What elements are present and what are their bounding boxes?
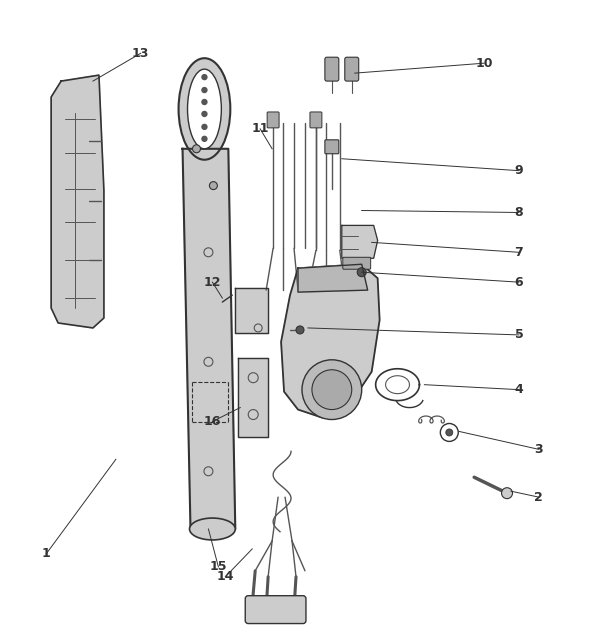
Circle shape — [302, 360, 362, 420]
Circle shape — [296, 326, 304, 334]
Polygon shape — [182, 149, 235, 529]
Text: 14: 14 — [216, 570, 234, 583]
Text: 15: 15 — [210, 561, 227, 573]
Circle shape — [202, 75, 207, 80]
Ellipse shape — [190, 518, 235, 540]
Circle shape — [202, 137, 207, 142]
Circle shape — [202, 125, 207, 130]
FancyBboxPatch shape — [344, 58, 359, 81]
Text: 11: 11 — [252, 123, 269, 135]
FancyBboxPatch shape — [245, 596, 306, 624]
Polygon shape — [342, 226, 378, 258]
Text: 8: 8 — [515, 206, 523, 219]
Text: 4: 4 — [514, 383, 523, 396]
Polygon shape — [51, 75, 104, 328]
Text: 13: 13 — [132, 47, 150, 60]
Polygon shape — [238, 358, 268, 437]
Circle shape — [209, 181, 218, 190]
Text: 5: 5 — [514, 329, 523, 341]
Text: 9: 9 — [515, 164, 523, 177]
Polygon shape — [298, 264, 368, 292]
FancyBboxPatch shape — [267, 112, 279, 128]
Circle shape — [202, 111, 207, 116]
Text: 2: 2 — [535, 490, 543, 504]
Circle shape — [312, 370, 352, 410]
Ellipse shape — [188, 69, 221, 149]
Circle shape — [357, 268, 366, 277]
Text: 12: 12 — [204, 276, 221, 289]
Polygon shape — [281, 264, 380, 418]
Text: 3: 3 — [535, 443, 543, 456]
Text: 7: 7 — [514, 246, 523, 258]
Text: 16: 16 — [204, 415, 221, 428]
Polygon shape — [235, 288, 268, 333]
Ellipse shape — [179, 58, 230, 160]
Circle shape — [502, 488, 513, 499]
FancyBboxPatch shape — [310, 112, 322, 128]
FancyBboxPatch shape — [325, 140, 339, 154]
Text: 1: 1 — [42, 547, 51, 561]
Text: 6: 6 — [515, 276, 523, 289]
Circle shape — [202, 88, 207, 92]
Circle shape — [193, 145, 200, 153]
Circle shape — [446, 429, 453, 436]
FancyBboxPatch shape — [343, 257, 371, 269]
FancyBboxPatch shape — [325, 58, 339, 81]
Circle shape — [202, 99, 207, 104]
Text: 10: 10 — [476, 57, 493, 70]
